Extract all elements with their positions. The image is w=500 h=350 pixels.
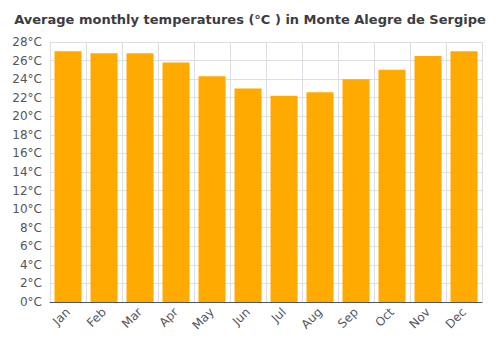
svg-text:2°C: 2°C	[20, 276, 42, 290]
svg-text:14°C: 14°C	[12, 165, 42, 179]
svg-text:Nov: Nov	[407, 305, 433, 331]
svg-text:26°C: 26°C	[12, 54, 42, 68]
svg-text:Aug: Aug	[298, 305, 324, 331]
svg-text:24°C: 24°C	[12, 72, 42, 86]
svg-text:16°C: 16°C	[12, 146, 42, 160]
svg-text:4°C: 4°C	[20, 258, 42, 272]
svg-text:0°C: 0°C	[20, 295, 42, 309]
svg-text:22°C: 22°C	[12, 91, 42, 105]
svg-text:Sep: Sep	[335, 305, 361, 331]
svg-text:Oct: Oct	[372, 305, 397, 330]
svg-text:Dec: Dec	[443, 305, 469, 331]
svg-text:6°C: 6°C	[20, 239, 42, 253]
svg-text:28°C: 28°C	[12, 35, 42, 49]
svg-text:Jun: Jun	[229, 305, 253, 329]
svg-text:Average monthly temperatures (: Average monthly temperatures (°C ) in Mo…	[14, 12, 486, 27]
svg-text:Apr: Apr	[156, 305, 181, 330]
svg-text:20°C: 20°C	[12, 109, 42, 123]
svg-text:18°C: 18°C	[12, 128, 42, 142]
svg-text:8°C: 8°C	[20, 221, 42, 235]
svg-text:May: May	[190, 305, 217, 332]
svg-text:12°C: 12°C	[12, 184, 42, 198]
svg-text:10°C: 10°C	[12, 202, 42, 216]
svg-text:Jul: Jul	[268, 305, 289, 326]
svg-text:Feb: Feb	[84, 305, 109, 330]
svg-text:Jan: Jan	[49, 305, 73, 329]
svg-text:Mar: Mar	[119, 305, 145, 331]
